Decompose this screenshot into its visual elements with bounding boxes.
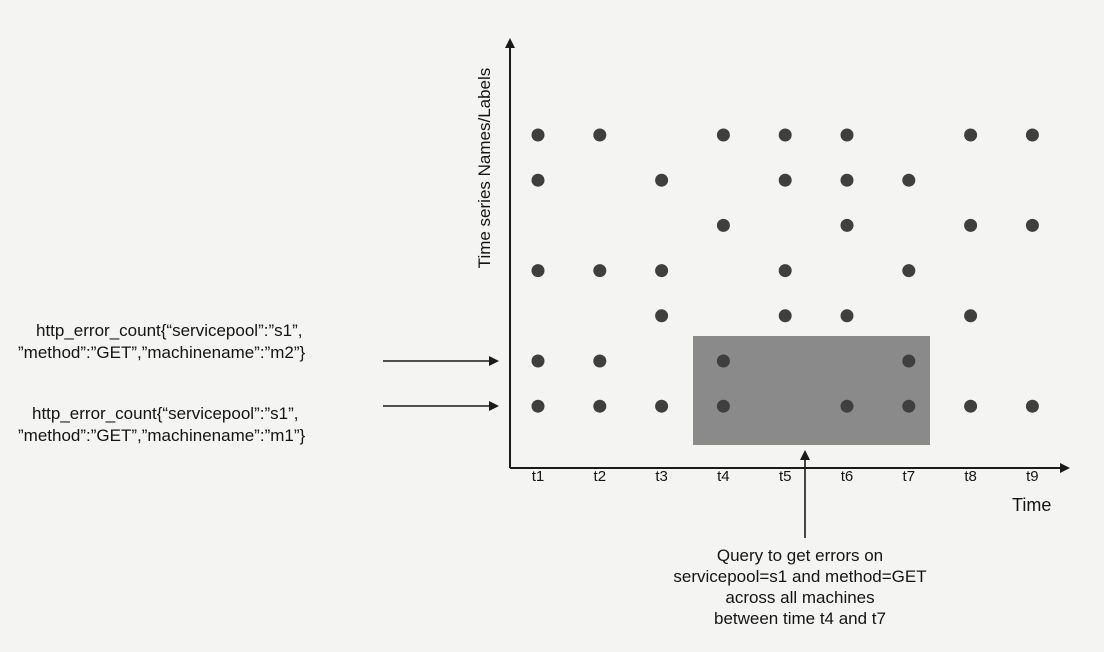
data-point-r6-t1 xyxy=(531,354,545,368)
data-point-r1-t9 xyxy=(1025,128,1039,142)
data-point-r5-t3 xyxy=(655,309,669,323)
series-label-m2-line2: ”method”:”GET”,”machinename”:”m2”} xyxy=(18,343,306,362)
data-point-r4-t7 xyxy=(902,264,916,278)
data-point-r1-t2 xyxy=(593,128,607,142)
tick-label-t8: t8 xyxy=(964,468,977,485)
data-points xyxy=(531,128,1039,413)
data-point-r7-t3 xyxy=(655,399,669,413)
tick-label-t5: t5 xyxy=(779,468,792,485)
data-point-r7-t7 xyxy=(902,399,916,413)
data-point-r3-t4 xyxy=(716,218,730,232)
x-axis-label: Time xyxy=(1012,495,1051,515)
data-point-r7-t9 xyxy=(1025,399,1039,413)
series-label-m2-line1: http_error_count{“servicepool”:”s1”, xyxy=(36,321,303,340)
tick-label-t7: t7 xyxy=(903,468,916,485)
y-axis-label: Time series Names/Labels xyxy=(475,68,494,269)
data-point-r4-t3 xyxy=(655,264,669,278)
data-point-r7-t6 xyxy=(840,399,854,413)
series-label-m1: http_error_count{“servicepool”:”s1”, ”me… xyxy=(18,403,305,447)
data-point-r1-t6 xyxy=(840,128,854,142)
query-description: Query to get errors on servicepool=s1 an… xyxy=(660,545,940,629)
series-label-m1-line1: http_error_count{“servicepool”:”s1”, xyxy=(32,404,299,423)
data-point-r5-t5 xyxy=(778,309,792,323)
data-point-r1-t5 xyxy=(778,128,792,142)
data-point-r1-t1 xyxy=(531,128,545,142)
tick-label-t6: t6 xyxy=(841,468,854,485)
data-point-r2-t6 xyxy=(840,173,854,187)
data-point-r4-t2 xyxy=(593,264,607,278)
tick-label-t9: t9 xyxy=(1026,468,1039,485)
query-line1: Query to get errors on xyxy=(716,546,884,565)
data-point-r3-t8 xyxy=(964,218,978,232)
series-label-m2: http_error_count{“servicepool”:”s1”, ”me… xyxy=(18,320,305,364)
series-label-m1-line2: ”method”:”GET”,”machinename”:”m1”} xyxy=(18,426,306,445)
data-point-r2-t1 xyxy=(531,173,545,187)
query-line4: between time t4 and t7 xyxy=(713,609,886,628)
data-point-r2-t5 xyxy=(778,173,792,187)
tick-label-t2: t2 xyxy=(594,468,607,485)
data-point-r3-t9 xyxy=(1025,218,1039,232)
data-point-r5-t8 xyxy=(964,309,978,323)
data-point-r7-t4 xyxy=(716,399,730,413)
data-point-r7-t8 xyxy=(964,399,978,413)
data-point-r5-t6 xyxy=(840,309,854,323)
data-point-r3-t6 xyxy=(840,218,854,232)
data-point-r7-t2 xyxy=(593,399,607,413)
tick-label-t4: t4 xyxy=(717,468,730,485)
tick-label-t1: t1 xyxy=(532,468,545,485)
data-point-r7-t1 xyxy=(531,399,545,413)
data-point-r6-t2 xyxy=(593,354,607,368)
data-point-r4-t5 xyxy=(778,264,792,278)
data-point-r2-t3 xyxy=(655,173,669,187)
time-tick-labels: t1 t2 t3 t4 t5 t6 t7 t8 t9 xyxy=(532,468,1039,485)
data-point-r6-t7 xyxy=(902,354,916,368)
query-line3: across all machines xyxy=(725,588,875,607)
data-point-r1-t4 xyxy=(716,128,730,142)
data-point-r6-t4 xyxy=(716,354,730,368)
tick-label-t3: t3 xyxy=(655,468,668,485)
data-point-r1-t8 xyxy=(964,128,978,142)
query-line2: servicepool=s1 and method=GET xyxy=(673,567,927,586)
data-point-r2-t7 xyxy=(902,173,916,187)
data-point-r4-t1 xyxy=(531,264,545,278)
query-highlight-region xyxy=(693,336,930,445)
